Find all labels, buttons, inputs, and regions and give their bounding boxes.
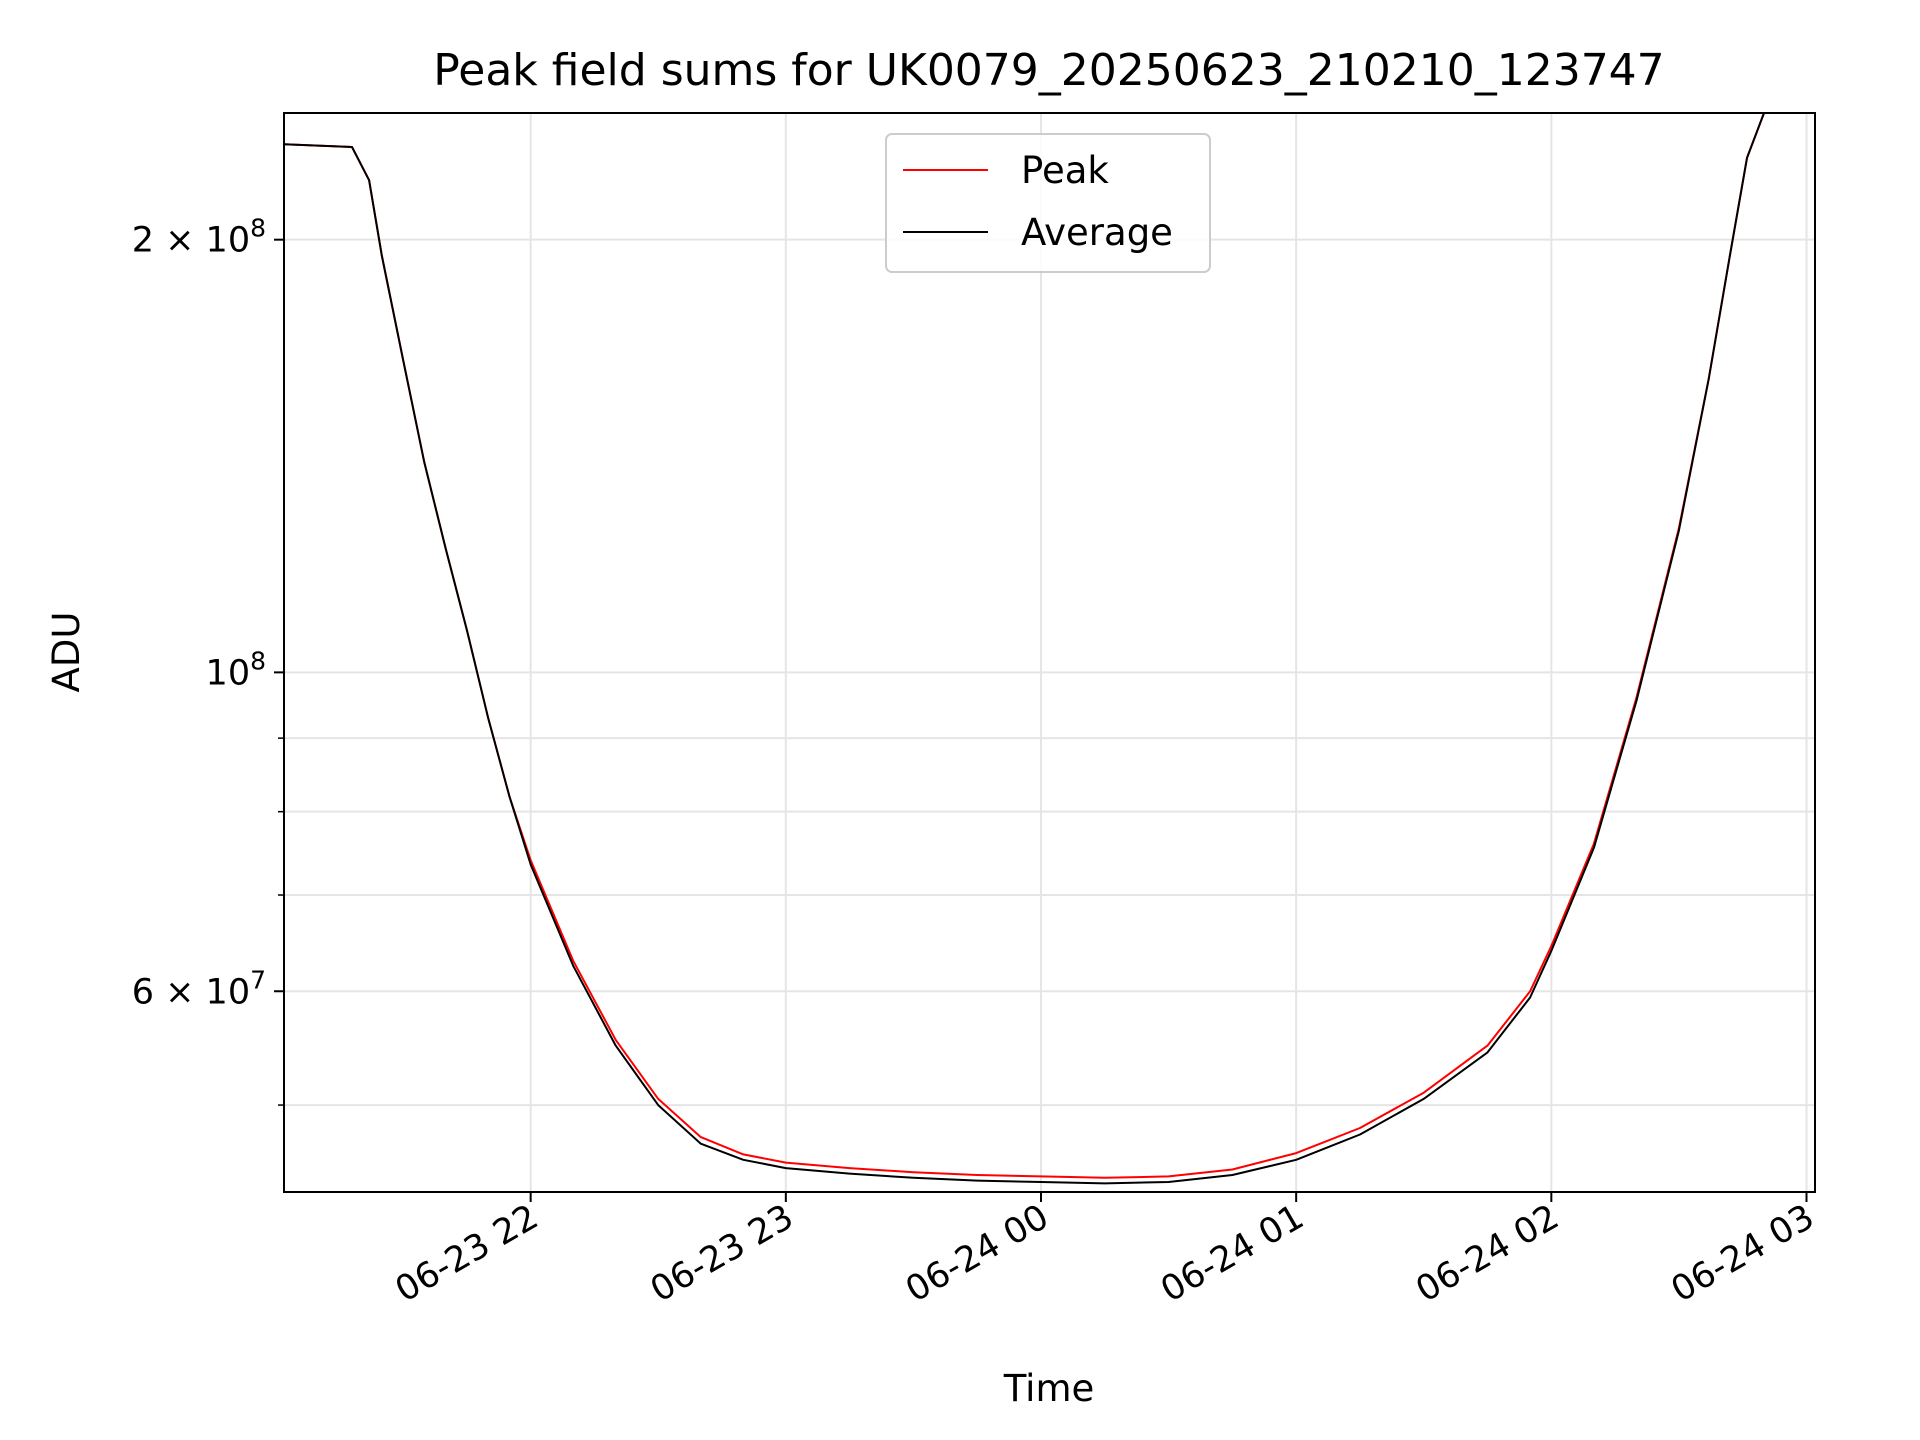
legend-label-average: Average	[1021, 211, 1173, 254]
y-tick-label: 6 × 107	[132, 965, 266, 1012]
legend-label-peak: Peak	[1021, 149, 1109, 192]
grid	[284, 113, 1815, 1192]
legend: Peak Average	[885, 133, 1211, 273]
y-tick-label: 108	[206, 646, 266, 693]
series-line-average	[284, 113, 1815, 1185]
series-layer	[284, 113, 1815, 1185]
y-tick-label: 2 × 108	[132, 214, 266, 261]
x-axis-label: Time	[1003, 1367, 1095, 1410]
plot-area-frame	[283, 112, 1816, 1193]
y-axis-label: ADU	[45, 612, 88, 693]
chart-title: Peak field sums for UK0079_20250623_2102…	[433, 45, 1664, 96]
legend-box	[885, 133, 1211, 273]
